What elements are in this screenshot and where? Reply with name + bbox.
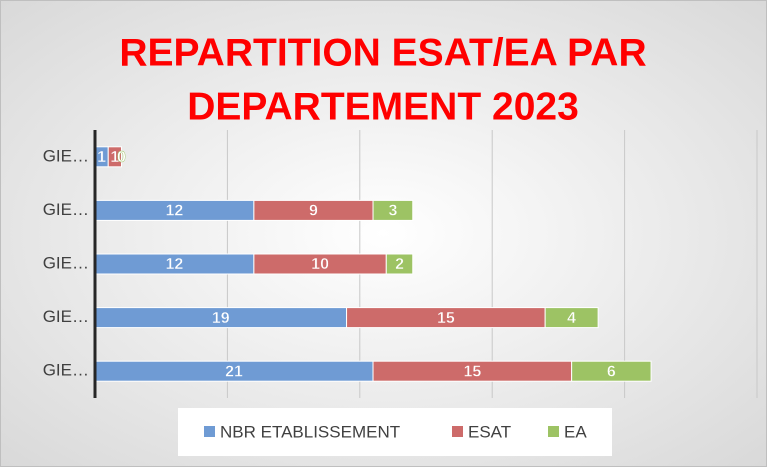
- y-tick-label: GIE…: [43, 307, 89, 326]
- bar-segment: [385, 253, 414, 275]
- bar-segment: [544, 307, 599, 329]
- legend-label: EA: [564, 422, 587, 441]
- y-tick-label: GIE…: [43, 253, 89, 272]
- data-label: 10: [311, 256, 329, 273]
- y-tick-label: GIE…: [43, 146, 89, 165]
- legend-label: NBR ETABLISSEMENT: [220, 422, 400, 441]
- legend-label: ESAT: [468, 422, 511, 441]
- bar-segment: [372, 199, 414, 221]
- data-label: 3: [388, 203, 397, 220]
- legend-swatch: [548, 426, 559, 437]
- data-label: 12: [166, 256, 184, 273]
- bar-segment: [107, 146, 122, 168]
- data-label: 15: [463, 363, 481, 380]
- data-label: 1: [110, 149, 119, 166]
- legend-swatch: [452, 426, 463, 437]
- bar-segment: [571, 360, 652, 382]
- data-label: 15: [437, 310, 455, 327]
- chart-title: REPARTITION ESAT/EA PAR: [119, 31, 646, 74]
- y-tick-label: GIE…: [43, 200, 89, 219]
- y-tick-label: GIE…: [43, 361, 89, 380]
- legend-box: [178, 408, 612, 456]
- data-label: 19: [212, 310, 230, 327]
- data-label: 6: [607, 363, 616, 380]
- legend-swatch: [204, 426, 215, 437]
- data-label: 21: [225, 363, 243, 380]
- data-label: 2: [395, 256, 404, 273]
- data-label: 12: [166, 203, 184, 220]
- data-label: 0: [117, 149, 126, 166]
- data-label: 1: [97, 149, 106, 166]
- data-label: 9: [309, 203, 318, 220]
- data-label: 4: [567, 310, 576, 327]
- chart-title: DEPARTEMENT 2023: [187, 85, 579, 128]
